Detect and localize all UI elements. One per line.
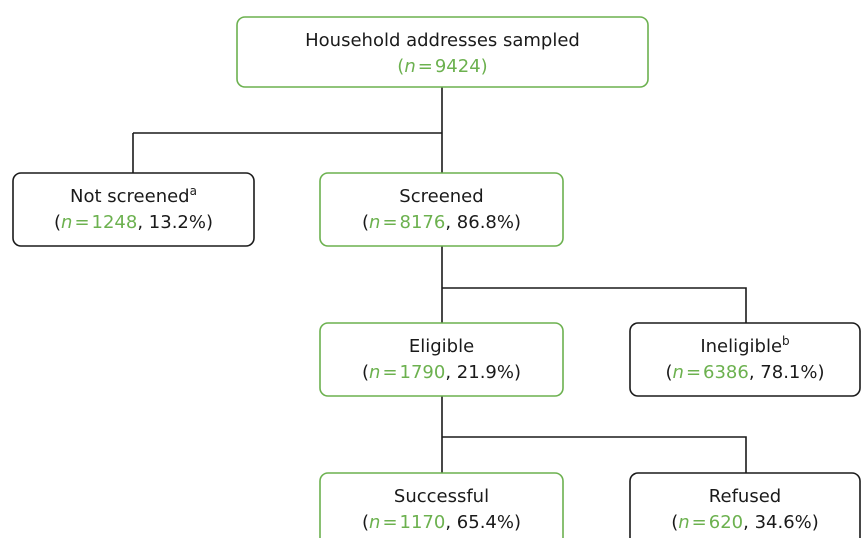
- count: 1790: [400, 362, 446, 383]
- footnote-marker: b: [782, 334, 790, 348]
- n-symbol: n: [369, 212, 380, 233]
- count: 8176: [400, 212, 446, 233]
- node-box: Ineligibleb (n = 6386, 78.1%): [629, 322, 861, 397]
- box: [319, 322, 564, 397]
- equals: =: [692, 512, 707, 533]
- node-label: Ineligibleb: [700, 334, 789, 357]
- node-count: (n = 1170, 65.4%): [362, 512, 521, 533]
- n-symbol: n: [404, 56, 415, 77]
- separator: ,: [445, 212, 456, 233]
- node-label: Eligible: [409, 336, 474, 357]
- paren: (: [362, 212, 369, 233]
- share: 21.9%: [457, 362, 514, 383]
- share: 34.6%: [755, 512, 812, 533]
- label-text: Screened: [399, 186, 483, 207]
- separator: ,: [743, 512, 754, 533]
- paren: ): [514, 212, 521, 233]
- separator: ,: [749, 362, 760, 383]
- paren: ): [514, 512, 521, 533]
- node-label: Not screeneda: [70, 184, 197, 207]
- connectors: [132, 87, 747, 473]
- label-text: Household addresses sampled: [305, 30, 580, 51]
- node-box: Screened (n = 8176, 86.8%): [319, 172, 564, 247]
- paren: (: [362, 362, 369, 383]
- count: 9424: [435, 56, 481, 77]
- paren: ): [812, 512, 819, 533]
- paren: (: [671, 512, 678, 533]
- label-text: Ineligible: [700, 336, 782, 357]
- separator: ,: [445, 512, 456, 533]
- node-box: Refused (n = 620, 34.6%): [629, 472, 861, 538]
- node-count: (n = 620, 34.6%): [671, 512, 819, 533]
- node-label: Successful: [394, 486, 489, 507]
- paren: (: [397, 56, 404, 77]
- share: 86.8%: [457, 212, 514, 233]
- equals: =: [686, 362, 701, 383]
- label-text: Eligible: [409, 336, 474, 357]
- node-label: Screened: [399, 186, 483, 207]
- node-label: Household addresses sampled: [305, 30, 580, 51]
- paren: ): [481, 56, 488, 77]
- count: 1170: [400, 512, 446, 533]
- n-symbol: n: [61, 212, 72, 233]
- separator: ,: [137, 212, 148, 233]
- paren: ): [206, 212, 213, 233]
- count: 1248: [92, 212, 138, 233]
- label-text: Refused: [709, 486, 781, 507]
- node-box: Eligible (n = 1790, 21.9%): [319, 322, 564, 397]
- node-box: Not screeneda (n = 1248, 13.2%): [12, 172, 255, 247]
- node-count: (n = 6386, 78.1%): [665, 362, 824, 383]
- share: 13.2%: [149, 212, 206, 233]
- separator: ,: [445, 362, 456, 383]
- n-symbol: n: [369, 362, 380, 383]
- paren: ): [514, 362, 521, 383]
- box: [319, 472, 564, 538]
- equals: =: [382, 362, 397, 383]
- connector: [441, 396, 747, 473]
- paren: ): [817, 362, 824, 383]
- node-box: Successful (n = 1170, 65.4%): [319, 472, 564, 538]
- paren: (: [362, 512, 369, 533]
- label-text: Not screened: [70, 186, 190, 207]
- node-box: Household addresses sampled (n = 9424): [236, 16, 649, 88]
- box: [236, 16, 649, 88]
- equals: =: [382, 512, 397, 533]
- node-count: (n = 1790, 21.9%): [362, 362, 521, 383]
- equals: =: [418, 56, 433, 77]
- n-symbol: n: [369, 512, 380, 533]
- paren: (: [665, 362, 672, 383]
- equals: =: [382, 212, 397, 233]
- equals: =: [74, 212, 89, 233]
- node-count: (n = 9424): [397, 56, 487, 77]
- label-text: Successful: [394, 486, 489, 507]
- node-count: (n = 8176, 86.8%): [362, 212, 521, 233]
- share: 65.4%: [457, 512, 514, 533]
- n-symbol: n: [673, 362, 684, 383]
- n-symbol: n: [678, 512, 689, 533]
- box: [629, 472, 861, 538]
- paren: (: [54, 212, 61, 233]
- connector: [441, 246, 747, 323]
- footnote-marker: a: [190, 184, 197, 198]
- box: [12, 172, 255, 247]
- box: [319, 172, 564, 247]
- node-count: (n = 1248, 13.2%): [54, 212, 213, 233]
- count: 620: [709, 512, 743, 533]
- count: 6386: [703, 362, 749, 383]
- share: 78.1%: [760, 362, 817, 383]
- box: [629, 322, 861, 397]
- node-label: Refused: [709, 486, 781, 507]
- connector: [132, 87, 443, 173]
